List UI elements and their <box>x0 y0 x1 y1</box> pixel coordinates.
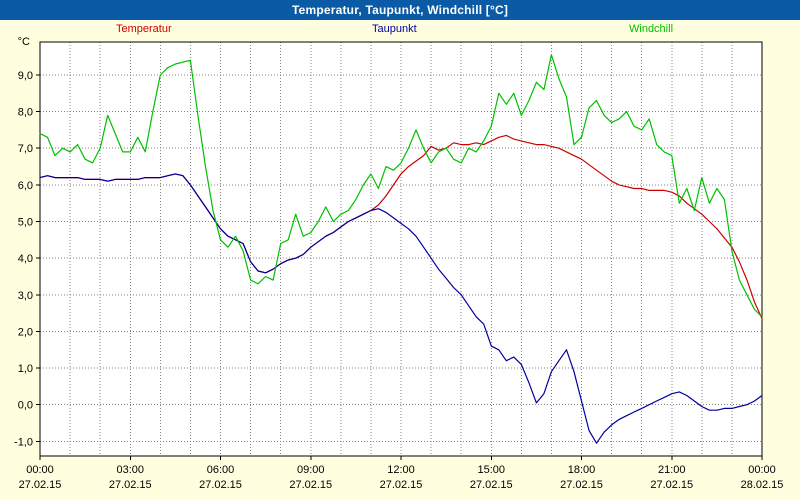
svg-text:27.02.15: 27.02.15 <box>289 479 332 491</box>
svg-text:18:00: 18:00 <box>568 464 596 476</box>
svg-text:27.02.15: 27.02.15 <box>380 479 423 491</box>
svg-text:27.02.15: 27.02.15 <box>650 479 693 491</box>
svg-text:27.02.15: 27.02.15 <box>470 479 513 491</box>
svg-text:2,0: 2,0 <box>18 326 33 338</box>
svg-text:00:00: 00:00 <box>26 464 54 476</box>
svg-text:21:00: 21:00 <box>658 464 686 476</box>
svg-text:5,0: 5,0 <box>18 217 33 229</box>
svg-text:0,0: 0,0 <box>18 400 33 412</box>
svg-text:6,0: 6,0 <box>18 180 33 192</box>
svg-text:°C: °C <box>18 36 30 48</box>
svg-text:00:00: 00:00 <box>748 464 776 476</box>
svg-text:03:00: 03:00 <box>116 464 144 476</box>
svg-text:3,0: 3,0 <box>18 290 33 302</box>
legend-label-taupunkt: Taupunkt <box>372 23 417 35</box>
svg-text:8,0: 8,0 <box>18 107 33 119</box>
svg-text:27.02.15: 27.02.15 <box>109 479 152 491</box>
svg-text:-1,0: -1,0 <box>14 436 33 448</box>
svg-text:06:00: 06:00 <box>207 464 235 476</box>
svg-text:27.02.15: 27.02.15 <box>560 479 603 491</box>
svg-text:27.02.15: 27.02.15 <box>19 479 62 491</box>
window-title: Temperatur, Taupunkt, Windchill [°C] <box>291 3 509 17</box>
svg-text:12:00: 12:00 <box>387 464 415 476</box>
svg-text:09:00: 09:00 <box>297 464 325 476</box>
svg-text:28.02.15: 28.02.15 <box>741 479 784 491</box>
svg-text:7,0: 7,0 <box>18 143 33 155</box>
svg-text:1,0: 1,0 <box>18 363 33 375</box>
legend-label-temperatur: Temperatur <box>116 23 172 35</box>
chart-canvas: 9,0 8,0 7,0 6,0 5,0 4,0 3,0 2,0 1,0 0,0 -1,0 00:00 2… <box>14 36 784 491</box>
svg-text:4,0: 4,0 <box>18 253 33 265</box>
svg-text:15:00: 15:00 <box>477 464 505 476</box>
legend-label-windchill: Windchill <box>629 23 674 35</box>
title-bar: Temperatur, Taupunkt, Windchill [°C] <box>0 0 800 20</box>
svg-text:9,0: 9,0 <box>18 70 33 82</box>
svg-text:27.02.15: 27.02.15 <box>199 479 242 491</box>
